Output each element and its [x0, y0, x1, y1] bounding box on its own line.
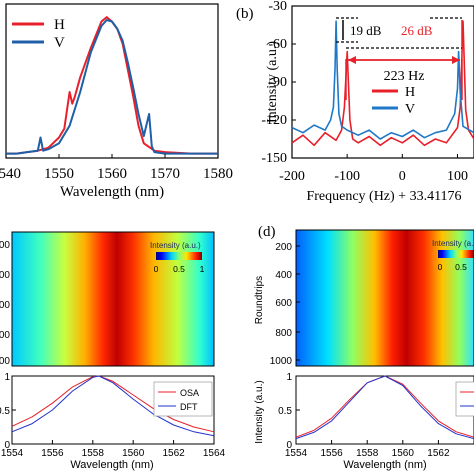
- panel-b-xlabel: Frequency (Hz) + 33.41176: [306, 189, 461, 204]
- chart-d2-ytick-label-0: 1: [286, 372, 292, 383]
- chart-c2-xtick-label-3: 1560: [122, 448, 145, 459]
- chart-d2-ytick-label-2: 0: [286, 440, 292, 451]
- chart-c2-ytick-label-2: 0: [4, 440, 10, 451]
- chart-d-ytick-label-2: 600: [275, 298, 292, 309]
- panel-d-colorbar-tick-1: 0.5: [455, 262, 467, 272]
- panel-c2-legend: OSA DFT: [153, 381, 213, 417]
- chart-b-ytick-label-3: -120: [261, 113, 287, 128]
- chart-c-ytick-label-2: 00: [0, 300, 10, 311]
- panel-d-heatmap-frame: [295, 229, 474, 367]
- legend-label-h: H: [54, 17, 65, 33]
- legend-label-b-h: H: [405, 85, 415, 100]
- panel-c-heatmap-frame: [11, 231, 215, 367]
- chart-d-ytick-label-0: 200: [275, 242, 292, 253]
- chart-a-xtick-label-4: 1580: [203, 166, 233, 182]
- panel-b-legend: H V: [372, 85, 415, 117]
- panel-d2-legend-box: [455, 381, 474, 417]
- chart-d2-ytick-label-1: 0.5: [278, 406, 292, 417]
- chart-c-ytick-label-3: 00: [0, 330, 10, 341]
- annot-223hz-head-left: [348, 56, 356, 64]
- panel-c-colorbar-tick-2: 1: [200, 264, 205, 274]
- chart-c-ytick-label-0: 00: [0, 240, 10, 251]
- chart-c2-xtick-label-4: 1562: [162, 448, 185, 459]
- chart-b-xtick-label-0: -200: [279, 169, 305, 184]
- legend-label-osa: OSA: [180, 388, 199, 398]
- panel-c-colorbar: [156, 252, 202, 260]
- chart-d2-xtick-label-3: 1560: [392, 448, 415, 459]
- chart-d2-xtick-label-0: 1554: [285, 448, 308, 459]
- chart-b-xtick-label-3: 100: [447, 169, 468, 184]
- chart-c2-ytick-label-0: 1: [4, 372, 10, 383]
- chart-c2-xtick-label-2: 1558: [82, 448, 105, 459]
- chart-a-series-0-line: [6, 16, 218, 155]
- chart-c2-series-1-line: [11, 375, 215, 437]
- chart-c2-xtick-label-1: 1556: [41, 448, 64, 459]
- chart-d-ytick-label-4: 1000: [270, 356, 293, 367]
- chart-d2-xtick-label-2: 1558: [356, 448, 379, 459]
- panel-b-ylabel: Intensity (a.u.): [265, 41, 280, 123]
- panel-a-xlabel: Wavelength (nm): [60, 184, 164, 200]
- panel-c-colorbar-title: Intensity (a.u.): [150, 241, 201, 250]
- panel-d2-xlabel: Wavelength (nm): [343, 459, 426, 471]
- annot-223hz-text: 223 Hz: [384, 69, 425, 84]
- chart-c2-xtick-label-0: 1554: [1, 448, 24, 459]
- chart-c2-series-0-line: [11, 375, 215, 433]
- chart-c-ytick-label-4: 00: [0, 356, 10, 367]
- chart-a-xtick-label-2: 1560: [97, 166, 127, 182]
- chart-d2-xtick-label-4: 1562: [427, 448, 450, 459]
- panel-c2-legend-box: [153, 381, 213, 417]
- chart-d-ytick-label-1: 400: [275, 270, 292, 281]
- annot-19db-text: 19 dB: [350, 23, 382, 38]
- panel-d-colorbar-title: Intensity (a.u.): [432, 239, 474, 248]
- panel-d-heatmap: (d) 200 400 600 800 1000 Roundtrips Intensit…: [254, 224, 474, 367]
- panel-d-label: (d): [258, 224, 276, 240]
- chart-c-ytick-label-1: 00: [0, 270, 10, 281]
- chart-a-series-1-line: [6, 19, 218, 155]
- chart-a-xtick-label-1: 1550: [44, 166, 74, 182]
- panel-d-ylabel: Roundtrips: [254, 276, 265, 324]
- legend-label-v: V: [54, 35, 65, 51]
- panel-d2-frame: [295, 375, 474, 445]
- panel-c-colorbar-tick-1: 0.5: [173, 264, 185, 274]
- legend-label-b-v: V: [405, 102, 415, 117]
- chart-b-ytick-label-2: -90: [268, 75, 287, 90]
- panel-d2-ylabel: Intensity (a.u.): [254, 380, 265, 443]
- chart-b-xtick-label-2: 0: [399, 169, 406, 184]
- panel-b-label: (b): [236, 6, 254, 22]
- annot-223hz-head-right: [452, 56, 460, 64]
- panel-d-colorbar: [438, 250, 474, 258]
- chart-b-xtick-label-1: -100: [334, 169, 360, 184]
- annot-26db-text: 26 dB: [401, 23, 433, 38]
- chart-a-xtick-label-3: 1570: [150, 166, 180, 182]
- panel-d-line-plot: 1 0.5 0 1554 1556 1558 1560 1562 Intensity (a.…: [254, 372, 474, 471]
- chart-d2-series-0-line: [295, 375, 474, 438]
- panel-c-line-plot: 1 0.5 0 1554 1556 1558 1560 1562 1564 Wavelengt…: [0, 372, 226, 471]
- chart-b-ytick-label-1: -60: [268, 37, 287, 52]
- legend-label-dft: DFT: [180, 402, 198, 412]
- chart-d2-series-1-line: [295, 375, 474, 440]
- panel-a-spectrum: H V 1540 1550 1560 1570 1580 Wavelength (nm): [0, 3, 233, 200]
- panel-c2-xlabel: Wavelength (nm): [70, 459, 153, 471]
- chart-d-ytick-label-3: 800: [275, 328, 292, 339]
- chart-a-xtick-label-0: 1540: [0, 166, 21, 182]
- chart-d2-xtick-label-1: 1556: [320, 448, 343, 459]
- chart-c2-ytick-label-1: 0.5: [0, 406, 10, 417]
- chart-b-ytick-label-0: -30: [268, 0, 287, 14]
- chart-c2-xtick-label-5: 1564: [203, 448, 226, 459]
- panel-a-legend: H V: [12, 17, 65, 51]
- panel-c-colorbar-tick-0: 0: [154, 264, 159, 274]
- panel-b-beat-spectrum: (b) -30 -60 -90 -120 -150 -200 -100 0 100 Inten…: [236, 0, 474, 204]
- panel-c-heatmap: 00 00 00 00 00 Intensity (a.u.) 0 0.5 1: [0, 231, 215, 367]
- panel-b-annotations: 19 dB 26 dB 223 Hz: [336, 17, 463, 100]
- chart-b-ytick-label-4: -150: [261, 151, 287, 166]
- chart-b-series-1-line: [291, 20, 474, 140]
- panel-d-colorbar-tick-0: 0: [438, 262, 443, 272]
- panel-a-frame: [5, 3, 219, 159]
